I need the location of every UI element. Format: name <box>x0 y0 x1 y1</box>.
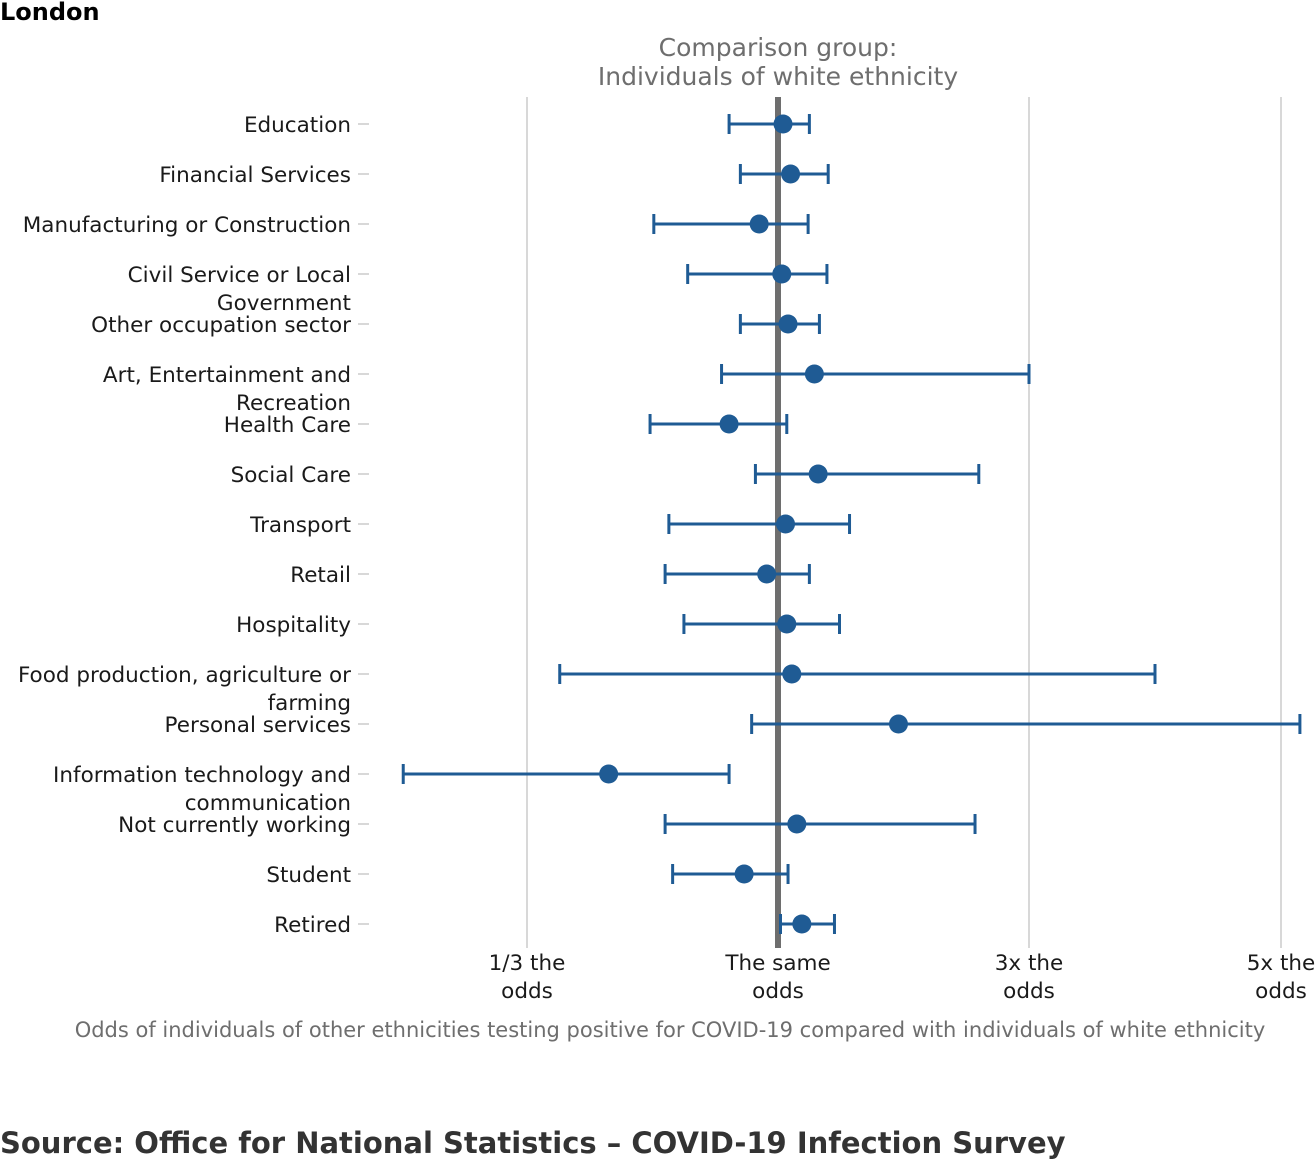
category-label: Student <box>266 863 351 888</box>
estimate-point <box>773 114 793 134</box>
x-axis-tick-labels: 1/3 the odds The same odds 3x the odds 5x the o… <box>489 951 1315 1004</box>
estimate-row <box>652 214 810 234</box>
category-label: Retail <box>290 563 351 588</box>
x-tick-label: odds <box>752 979 804 1004</box>
estimate-point <box>792 914 812 934</box>
category-label: Information technology and <box>53 763 351 788</box>
category-label: Not currently working <box>118 813 351 838</box>
estimate-row <box>686 264 829 284</box>
category-label: Government <box>217 291 351 316</box>
estimate-row <box>682 614 841 634</box>
estimate-point <box>787 814 807 834</box>
category-label: Financial Services <box>159 163 351 188</box>
category-label: communication <box>185 791 351 816</box>
x-tick-label: The same <box>724 951 830 976</box>
estimate-point <box>749 214 769 234</box>
x-tick-label: 1/3 the <box>489 951 566 976</box>
reference-label-line: Individuals of white ethnicity <box>598 62 958 91</box>
source-note: Source: Office for National Statistics –… <box>0 1126 1066 1160</box>
category-label: Social Care <box>231 463 351 488</box>
category-label: Hospitality <box>236 613 351 638</box>
y-axis-labels: Education Financial Services Manufacturing… <box>18 113 351 938</box>
estimate-row <box>663 564 811 584</box>
estimate-point <box>734 864 754 884</box>
category-label: Personal services <box>165 713 351 738</box>
category-label: Art, Entertainment and <box>103 363 351 388</box>
estimate-point <box>719 414 739 434</box>
estimate-row <box>720 364 1031 384</box>
category-label: Recreation <box>236 391 351 416</box>
category-label: Health Care <box>224 413 351 438</box>
estimate-row <box>750 714 1302 734</box>
x-tick-label: odds <box>1255 979 1307 1004</box>
estimate-row <box>558 664 1157 684</box>
estimate-point <box>781 164 801 184</box>
x-axis-title: Odds of individuals of other ethnicities… <box>75 1018 1266 1042</box>
category-label: Education <box>244 113 351 138</box>
estimate-row <box>667 514 852 534</box>
estimate-point <box>778 314 798 334</box>
estimate-point <box>888 714 908 734</box>
category-label: Transport <box>249 513 351 538</box>
estimate-row <box>401 764 731 784</box>
category-label: Civil Service or Local <box>128 263 351 288</box>
estimate-row <box>779 914 836 934</box>
category-label: Food production, agriculture or <box>18 663 351 688</box>
category-label: Retired <box>274 913 351 938</box>
category-label: farming <box>268 691 351 716</box>
estimate-row <box>738 314 821 334</box>
estimate-point <box>804 364 824 384</box>
estimate-row <box>753 464 981 484</box>
estimate-point <box>777 614 797 634</box>
estimate-row <box>648 414 789 434</box>
x-tick-label: 3x the <box>995 951 1064 976</box>
estimate-row <box>738 164 830 184</box>
chart-title: London <box>0 0 100 26</box>
x-tick-label: odds <box>1003 979 1055 1004</box>
category-label: Other occupation sector <box>91 313 351 338</box>
estimate-point <box>757 564 777 584</box>
x-tick-label: odds <box>501 979 553 1004</box>
x-tick-label: 5x the <box>1247 951 1315 976</box>
estimate-row <box>671 864 790 884</box>
estimates-series <box>401 114 1302 934</box>
estimate-point <box>782 664 802 684</box>
category-label: Manufacturing or Construction <box>23 213 351 238</box>
estimate-point <box>808 464 828 484</box>
gridlines <box>526 97 1282 948</box>
reference-label-line: Comparison group: <box>659 33 898 62</box>
estimate-row <box>727 114 811 134</box>
estimate-row <box>663 814 977 834</box>
estimate-point <box>776 514 796 534</box>
reference-line-group: Comparison group:Individuals of white et… <box>598 33 958 948</box>
estimate-point <box>772 264 792 284</box>
estimate-point <box>599 764 619 784</box>
y-axis-ticks <box>358 123 369 925</box>
